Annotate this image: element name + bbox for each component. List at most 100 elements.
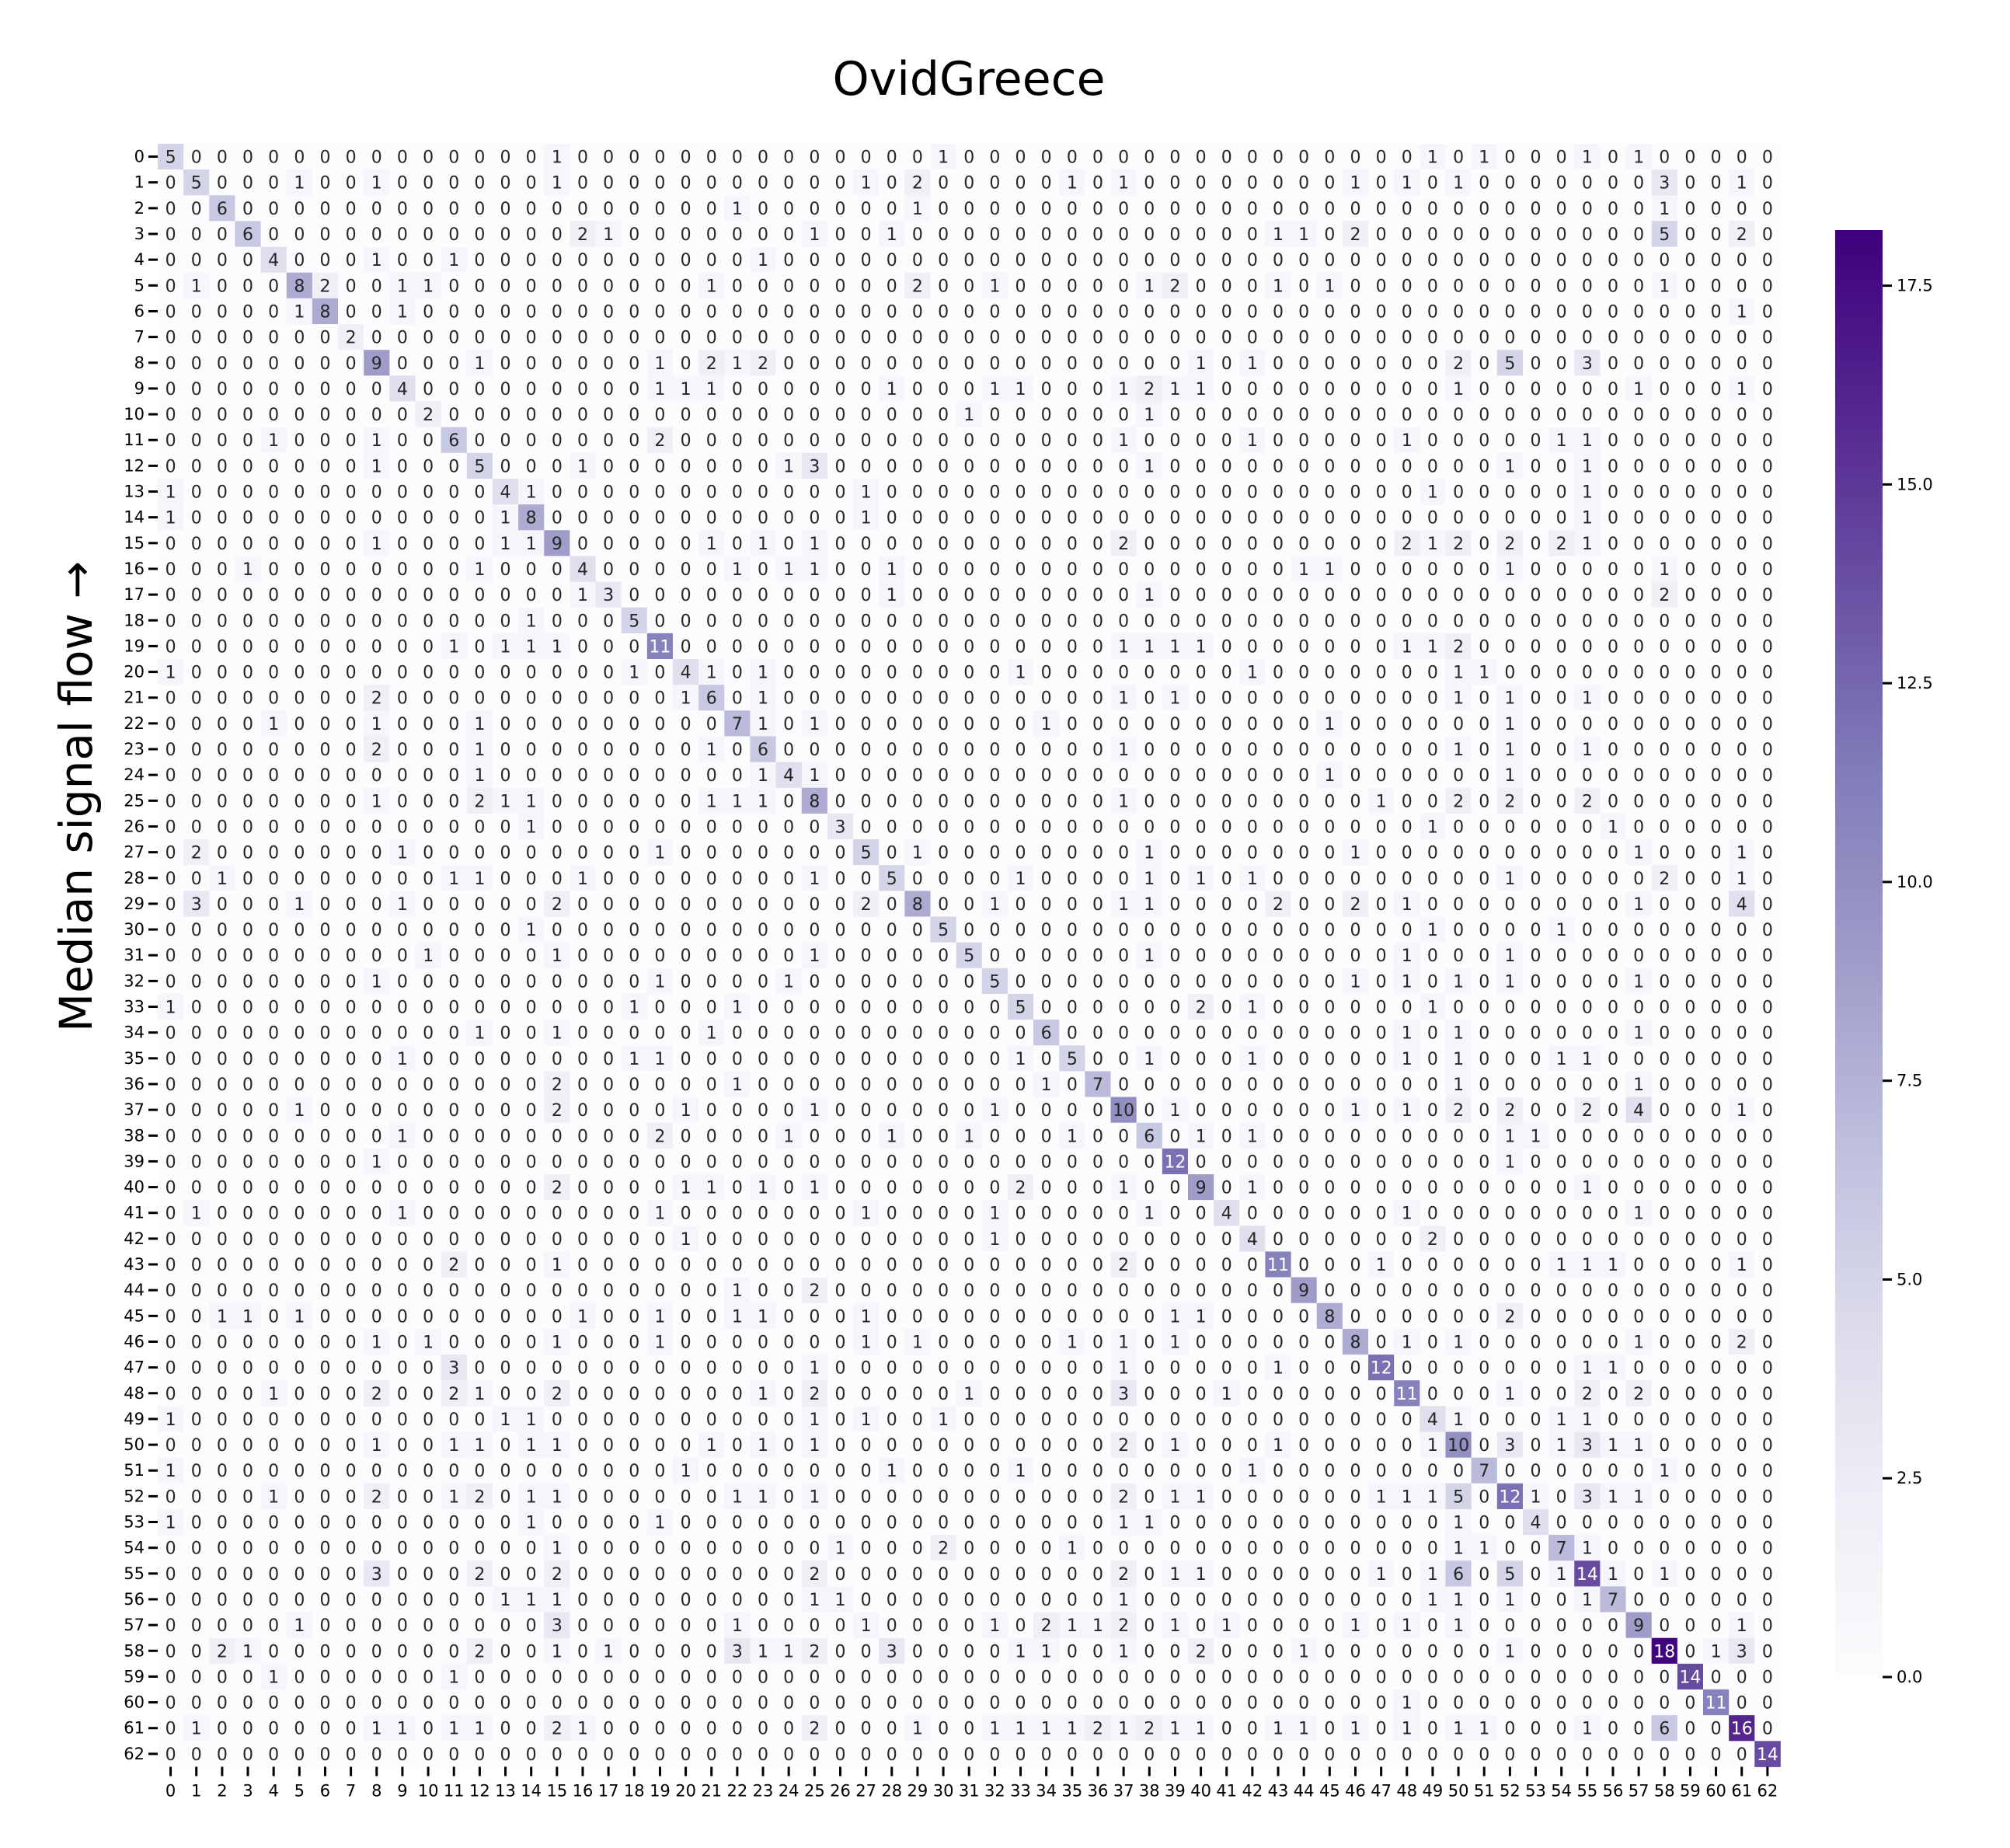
heatmap-cell [260, 144, 287, 170]
cell-value-label: 0 [1762, 818, 1773, 837]
cell-value-label: 0 [1427, 1024, 1438, 1044]
cell-value-label: 0 [758, 921, 768, 940]
cell-value-label: 0 [1711, 792, 1722, 811]
cell-value-label: 0 [1067, 251, 1078, 270]
cell-value-label: 0 [1479, 1127, 1489, 1146]
cell-value-label: 0 [938, 766, 949, 786]
cell-value-label: 0 [758, 999, 768, 1018]
cell-value-label: 0 [629, 457, 639, 476]
cell-value-label: 0 [552, 483, 563, 503]
cell-value-label: 0 [834, 329, 845, 348]
cell-value-label: 0 [552, 380, 563, 399]
cell-value-label: 0 [834, 612, 845, 631]
cell-value-label: 0 [423, 870, 434, 889]
cell-value-label: 0 [500, 560, 511, 580]
cell-value-label: 0 [448, 844, 459, 863]
cell-value-label: 0 [758, 200, 768, 219]
cell-value-label: 0 [834, 999, 845, 1018]
cell-value-label: 0 [242, 766, 253, 786]
cell-value-label: 0 [319, 741, 330, 760]
cell-value-label: 1 [887, 380, 897, 399]
cell-value-label: 0 [758, 302, 768, 322]
cell-value-label: 0 [1350, 431, 1360, 451]
cell-value-label: 0 [1324, 664, 1335, 683]
cell-value-label: 6 [242, 225, 253, 245]
cell-value-label: 0 [552, 715, 563, 734]
cell-value-label: 0 [191, 302, 202, 322]
cell-value-label: 0 [217, 302, 228, 322]
cell-value-label: 2 [552, 1101, 563, 1121]
cell-value-label: 0 [1737, 1127, 1747, 1146]
heatmap-cell [621, 144, 648, 170]
cell-value-label: 0 [1531, 225, 1541, 245]
cell-value-label: 0 [1092, 200, 1103, 219]
heatmap-cell [364, 195, 390, 221]
cell-value-label: 0 [1247, 972, 1258, 992]
cell-value-label: 0 [1608, 999, 1618, 1018]
cell-value-label: 0 [1196, 509, 1207, 528]
cell-value-label: 1 [1247, 431, 1258, 451]
cell-value-label: 0 [1737, 200, 1747, 219]
cell-value-label: 0 [191, 1101, 202, 1121]
cell-value-label: 0 [1711, 251, 1722, 270]
cell-value-label: 0 [1169, 715, 1180, 734]
cell-value-label: 0 [963, 380, 974, 399]
cell-value-label: 0 [191, 380, 202, 399]
cell-value-label: 0 [783, 509, 794, 528]
cell-value-label: 0 [603, 1152, 614, 1172]
cell-value-label: 0 [654, 947, 665, 966]
heatmap-cell [1496, 144, 1524, 170]
cell-value-label: 0 [681, 251, 691, 270]
cell-value-label: 0 [603, 1076, 614, 1095]
cell-value-label: 1 [1427, 148, 1438, 168]
cell-value-label: 0 [1633, 406, 1644, 425]
cell-value-label: 0 [1453, 1127, 1464, 1146]
cell-value-label: 2 [1582, 1101, 1593, 1121]
cell-value-label: 0 [809, 354, 820, 374]
cell-value-label: 0 [603, 251, 614, 270]
cell-value-label: 1 [1324, 715, 1335, 734]
cell-value-label: 2 [1453, 792, 1464, 811]
cell-value-label: 1 [1453, 380, 1464, 399]
cell-value-label: 0 [346, 354, 357, 374]
heatmap-cell [466, 195, 493, 221]
cell-value-label: 0 [1556, 225, 1567, 245]
cell-value-label: 0 [1092, 1127, 1103, 1146]
cell-value-label: 0 [294, 560, 305, 580]
cell-value-label: 0 [1169, 225, 1180, 245]
cell-value-label: 0 [1376, 895, 1387, 915]
cell-value-label: 0 [1504, 637, 1515, 657]
cell-value-label: 0 [294, 921, 305, 940]
cell-value-label: 0 [1169, 972, 1180, 992]
cell-value-label: 0 [963, 251, 974, 270]
cell-value-label: 0 [989, 612, 1000, 631]
cell-value-label: 0 [319, 766, 330, 786]
cell-value-label: 0 [1298, 664, 1309, 683]
cell-value-label: 0 [1298, 689, 1309, 709]
cell-value-label: 0 [758, 1076, 768, 1095]
cell-value-label: 0 [500, 225, 511, 245]
cell-value-label: 0 [423, 148, 434, 168]
cell-value-label: 0 [268, 509, 279, 528]
cell-value-label: 0 [1608, 870, 1618, 889]
cell-value-label: 0 [1737, 251, 1747, 270]
cell-value-label: 0 [294, 251, 305, 270]
cell-value-label: 0 [912, 1024, 923, 1044]
cell-value-label: 0 [603, 844, 614, 863]
cell-value-label: 0 [1684, 999, 1695, 1018]
cell-value-label: 0 [1453, 895, 1464, 915]
cell-value-label: 0 [706, 870, 717, 889]
cell-value-label: 0 [1531, 1050, 1541, 1069]
cell-value-label: 0 [1376, 664, 1387, 683]
cell-value-label: 1 [1582, 509, 1593, 528]
cell-value-label: 0 [861, 870, 872, 889]
cell-value-label: 0 [938, 457, 949, 476]
cell-value-label: 0 [1041, 844, 1052, 863]
cell-value-label: 0 [912, 431, 923, 451]
cell-value-label: 0 [629, 1127, 639, 1146]
cell-value-label: 1 [1144, 895, 1155, 915]
cell-value-label: 0 [912, 380, 923, 399]
heatmap-cell [570, 144, 596, 170]
cell-value-label: 0 [963, 329, 974, 348]
cell-value-label: 0 [500, 689, 511, 709]
